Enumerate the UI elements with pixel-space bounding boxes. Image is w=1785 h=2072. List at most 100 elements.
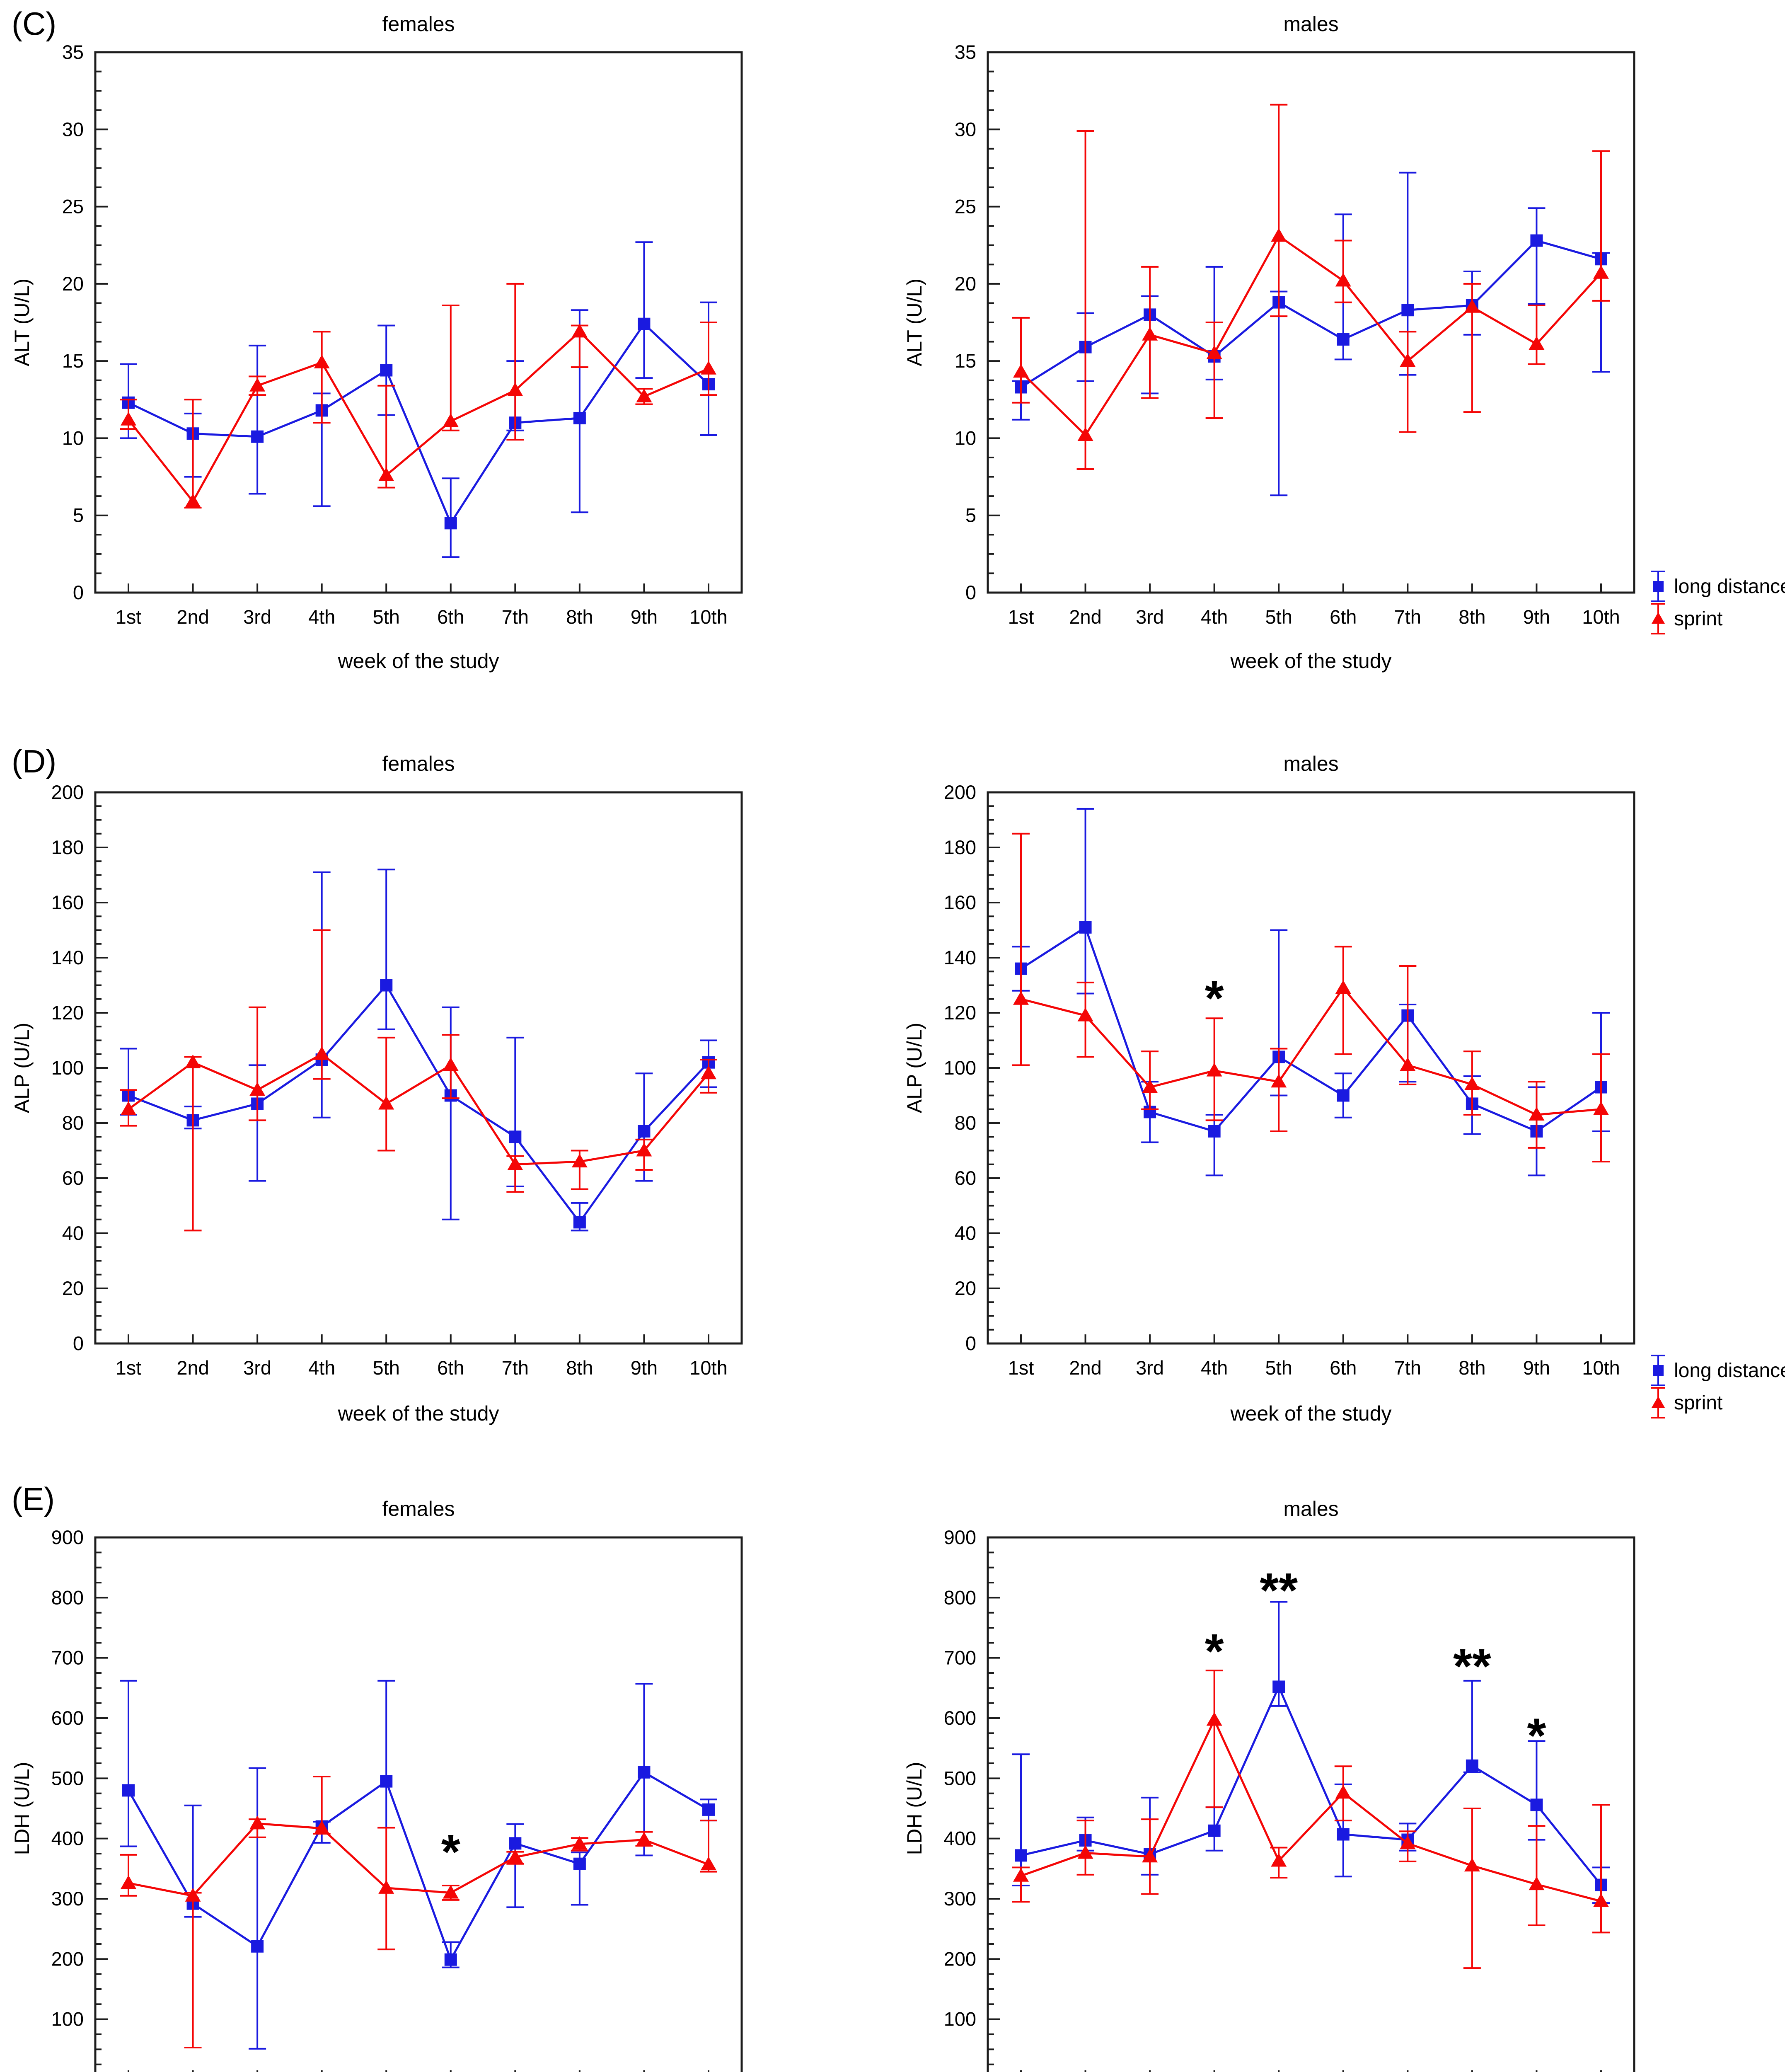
chart-title: males — [1283, 12, 1338, 36]
svg-text:180: 180 — [51, 836, 84, 858]
y-axis — [95, 51, 108, 593]
chart-alp-males: males 0 20 40 60 80 100 120 140 160 180 200 1st 2nd 3r… — [892, 738, 1785, 1442]
x-axis — [128, 2070, 709, 2072]
x-tick-labels: 1st 2nd 3rd 4th 5th 6th 7th 8th 9th 10th — [1008, 1357, 1620, 1379]
error-bars-sprint — [1012, 833, 1610, 1163]
error-bars-sprint — [120, 929, 717, 1232]
x-tick-labels: 1st 2nd 3rd 4th 5th 6th 7th 8th 9th 10th — [116, 606, 728, 628]
plot-frame — [987, 51, 1635, 594]
series-line-long-distance — [1020, 926, 1602, 1133]
svg-text:160: 160 — [51, 891, 84, 913]
svg-text:400: 400 — [944, 1828, 976, 1849]
significance-asterisk: * — [1527, 1708, 1546, 1763]
series-line-sprint — [128, 1822, 709, 1897]
svg-text:200: 200 — [944, 781, 976, 803]
svg-text:40: 40 — [955, 1222, 976, 1244]
y-tick-labels: 0 20 40 60 80 100 120 140 160 180 200 — [944, 781, 976, 1354]
chart-alp-females: females 0 20 40 60 80 100 120 140 160 180 200 1st 2nd… — [0, 738, 892, 1442]
series-markers-long-distance — [1015, 1680, 1607, 1891]
svg-text:800: 800 — [944, 1586, 976, 1608]
svg-text:4th: 4th — [308, 606, 335, 628]
y-axis-title: ALP (U/L) — [903, 1023, 926, 1113]
plot-frame — [987, 1536, 1635, 2072]
y-axis-title: LDH (U/L) — [10, 1762, 34, 1855]
chart-alt-females: females 0 5 10 15 20 25 30 35 1st 2nd 3rd 4th 5th 6th 7… — [0, 0, 892, 680]
x-axis-title: week of the study — [1230, 649, 1391, 673]
svg-text:15: 15 — [62, 350, 84, 372]
svg-text:1st: 1st — [1008, 606, 1034, 628]
svg-text:7th: 7th — [502, 606, 529, 628]
x-axis — [1020, 583, 1602, 593]
svg-text:900: 900 — [944, 1526, 976, 1548]
svg-text:0: 0 — [965, 1332, 976, 1354]
x-axis-title: week of the study — [1230, 1402, 1391, 1425]
y-axis — [988, 792, 1000, 1344]
svg-text:5th: 5th — [1265, 606, 1292, 628]
svg-text:25: 25 — [955, 196, 976, 218]
significance-asterisk: ** — [1260, 1563, 1298, 1618]
svg-text:700: 700 — [944, 1647, 976, 1669]
svg-text:1st: 1st — [116, 1357, 142, 1379]
error-bars-sprint — [1012, 1670, 1610, 1969]
svg-text:2nd: 2nd — [177, 606, 209, 628]
svg-text:20: 20 — [955, 1277, 976, 1299]
svg-text:300: 300 — [51, 1888, 84, 1910]
svg-text:200: 200 — [51, 781, 84, 803]
svg-text:30: 30 — [955, 118, 976, 140]
svg-text:600: 600 — [944, 1707, 976, 1729]
svg-text:4th: 4th — [308, 1357, 335, 1379]
legend-label: sprint — [1674, 608, 1722, 630]
series-line-long-distance — [128, 322, 709, 525]
svg-text:60: 60 — [62, 1167, 84, 1189]
svg-text:25: 25 — [62, 196, 84, 218]
legend-label: sprint — [1674, 1392, 1722, 1414]
chart-title: males — [1283, 1497, 1338, 1520]
svg-text:1st: 1st — [116, 606, 142, 628]
svg-text:0: 0 — [73, 1332, 84, 1354]
svg-text:3rd: 3rd — [243, 606, 271, 628]
svg-text:120: 120 — [944, 1002, 976, 1024]
svg-text:0: 0 — [965, 581, 976, 603]
series-line-sprint — [128, 1053, 709, 1166]
panel-label-c: (C) — [12, 5, 57, 42]
x-axis — [1020, 2070, 1602, 2072]
svg-text:8th: 8th — [1458, 1357, 1485, 1379]
svg-text:180: 180 — [944, 836, 976, 858]
svg-text:9th: 9th — [1523, 1357, 1550, 1379]
svg-text:8th: 8th — [1458, 606, 1485, 628]
series-line-sprint — [1021, 1717, 1601, 1903]
svg-text:10th: 10th — [1582, 606, 1620, 628]
svg-text:5: 5 — [965, 504, 976, 526]
svg-text:10: 10 — [955, 427, 976, 449]
error-bars-long-distance — [1012, 1601, 1610, 1904]
error-bars-sprint — [120, 1775, 717, 2048]
svg-text:80: 80 — [955, 1112, 976, 1134]
series-line-sprint — [1021, 986, 1601, 1116]
svg-text:100: 100 — [944, 2008, 976, 2030]
series-line-sprint — [128, 330, 709, 503]
svg-text:5th: 5th — [1265, 1357, 1292, 1379]
svg-text:200: 200 — [51, 1948, 84, 1970]
error-bars-long-distance — [120, 241, 717, 558]
svg-text:9th: 9th — [631, 1357, 658, 1379]
y-axis — [988, 1537, 1000, 2065]
y-axis-title: ALP (U/L) — [10, 1023, 34, 1113]
significance-asterisk: * — [441, 1825, 460, 1879]
y-tick-labels: 0 100 200 300 400 500 600 700 800 900 — [944, 1526, 976, 2072]
svg-text:35: 35 — [62, 41, 84, 63]
svg-text:35: 35 — [955, 41, 976, 63]
svg-text:20: 20 — [62, 1277, 84, 1299]
svg-text:140: 140 — [944, 946, 976, 968]
error-bars-long-distance — [120, 1680, 717, 2050]
legend-label: long distance — [1674, 1360, 1785, 1382]
svg-text:700: 700 — [51, 1647, 84, 1669]
svg-text:3rd: 3rd — [243, 1357, 271, 1379]
series-markers-sprint — [121, 1046, 716, 1170]
svg-text:4th: 4th — [1201, 1357, 1228, 1379]
svg-text:800: 800 — [51, 1586, 84, 1608]
legend-label: long distance — [1674, 576, 1785, 598]
error-bars-sprint — [1012, 104, 1610, 470]
svg-text:2nd: 2nd — [1069, 1357, 1101, 1379]
x-axis — [128, 1334, 709, 1343]
legend: long distance sprint — [1651, 1355, 1785, 1418]
